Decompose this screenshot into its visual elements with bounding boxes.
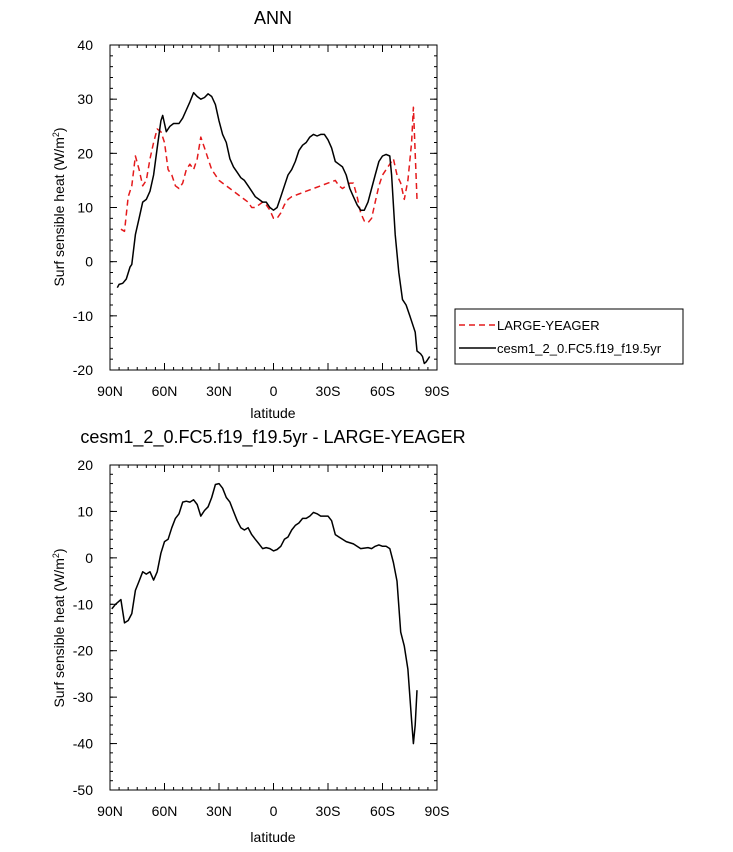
x-tick-label: 60S bbox=[370, 803, 395, 819]
plot-area: 90N 60N 30N 0 30S 60S 90S -20 -10 0 10 20 30 40 bbox=[73, 37, 450, 399]
y-tick-label: -30 bbox=[73, 689, 93, 705]
y-axis-label: Surf sensible heat (W/m2) bbox=[51, 548, 67, 707]
x-tick-label: 90N bbox=[97, 803, 123, 819]
x-tick-label: 30N bbox=[206, 383, 232, 399]
x-tick-label: 0 bbox=[270, 803, 278, 819]
x-tick-label: 90N bbox=[97, 383, 123, 399]
x-tick-label: 60N bbox=[152, 803, 178, 819]
x-tick-label: 60S bbox=[370, 383, 395, 399]
x-tick-label: 30S bbox=[316, 383, 341, 399]
y-tick-label: 0 bbox=[85, 550, 93, 566]
panel-ann: ANN latitude Surf sensible heat (W/m2) 9… bbox=[51, 8, 449, 421]
plot-area: 90N 60N 30N 0 30S 60S 90S -50 -40 -30 -20 -10 0 10 20 bbox=[73, 457, 450, 819]
plot-frame bbox=[109, 464, 438, 791]
panel-difference: cesm1_2_0.FC5.f19_f19.5yr - LARGE-YEAGER… bbox=[51, 427, 466, 845]
series-line-difference bbox=[111, 482, 418, 745]
y-tick-label: 10 bbox=[77, 503, 93, 519]
x-tick-label: 90S bbox=[425, 803, 450, 819]
x-axis-label: latitude bbox=[250, 829, 295, 845]
legend: LARGE-YEAGER cesm1_2_0.FC5.f19_f19.5yr bbox=[454, 308, 684, 365]
y-tick-label: -20 bbox=[73, 362, 93, 378]
panel-title: cesm1_2_0.FC5.f19_f19.5yr - LARGE-YEAGER bbox=[80, 427, 465, 448]
y-tick-label: -20 bbox=[73, 643, 93, 659]
panel-title: ANN bbox=[254, 8, 292, 28]
series-line-cesm1-2-0-fc5-f19-f19-5yr bbox=[116, 91, 431, 365]
y-tick-label: 20 bbox=[77, 145, 93, 161]
plot-frame bbox=[109, 44, 438, 371]
legend-label-large-yeager: LARGE-YEAGER bbox=[497, 318, 600, 333]
y-tick-label: 20 bbox=[77, 457, 93, 473]
x-tick-label: 30S bbox=[316, 803, 341, 819]
y-tick-label: -10 bbox=[73, 596, 93, 612]
x-tick-label: 60N bbox=[152, 383, 178, 399]
y-tick-label: -40 bbox=[73, 736, 93, 752]
y-tick-label: 0 bbox=[85, 254, 93, 270]
legend-box bbox=[454, 308, 684, 365]
y-axis-label: Surf sensible heat (W/m2) bbox=[51, 127, 67, 286]
series-line-large-yeager bbox=[120, 106, 418, 233]
x-tick-label: 0 bbox=[270, 383, 278, 399]
y-tick-label: -50 bbox=[73, 782, 93, 798]
x-axis-label: latitude bbox=[250, 405, 295, 421]
y-tick-label: 10 bbox=[77, 200, 93, 216]
x-tick-label: 30N bbox=[206, 803, 232, 819]
y-tick-label: 40 bbox=[77, 37, 93, 53]
x-tick-label: 90S bbox=[425, 383, 450, 399]
y-tick-label: 30 bbox=[77, 91, 93, 107]
legend-label-cesm: cesm1_2_0.FC5.f19_f19.5yr bbox=[497, 341, 662, 356]
y-tick-label: -10 bbox=[73, 308, 93, 324]
